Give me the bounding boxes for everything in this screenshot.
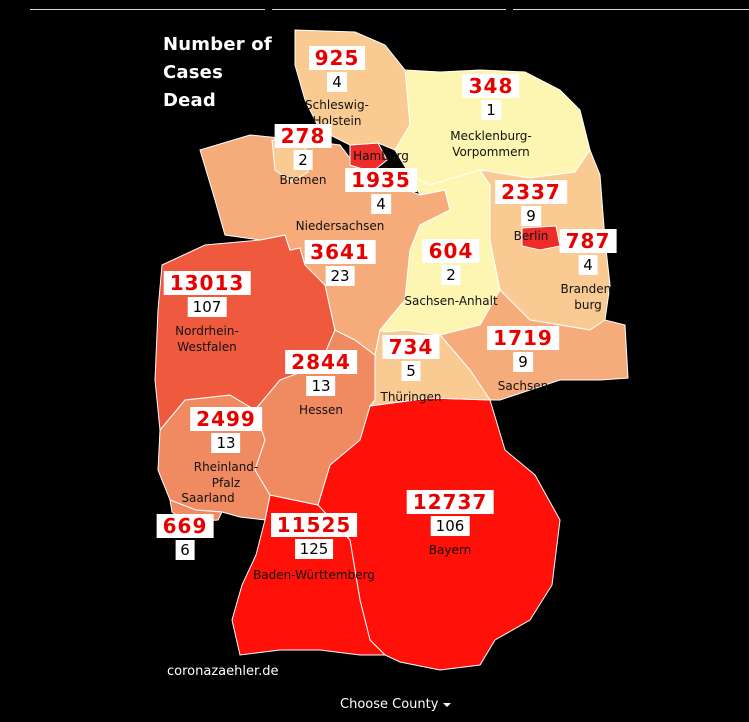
cases-count: 2844 <box>285 350 357 374</box>
state-name: Nordrhein- Westfalen <box>175 324 239 354</box>
state-name: Hessen <box>299 403 343 417</box>
state-values-sl[interactable]: 669 6 <box>156 514 214 560</box>
cases-count: 1719 <box>487 326 559 350</box>
state-area-be[interactable] <box>521 225 561 251</box>
state-area-bw[interactable] <box>231 494 387 656</box>
cases-count: 787 <box>559 229 617 253</box>
state-label-bb[interactable]: 787 4 Branden- burg <box>559 229 617 313</box>
state-label-sn[interactable]: 1719 9 Sachsen <box>487 326 559 394</box>
state-label-st[interactable]: 604 2 Sachsen-Anhalt <box>404 239 498 309</box>
state-label-by[interactable]: 12737 106 Bayern <box>406 490 494 558</box>
death-count: 4 <box>327 72 347 92</box>
choose-county-dropdown[interactable]: Choose County <box>340 697 452 712</box>
state-label-bw[interactable]: 11525 125 Baden-Württemberg <box>253 513 375 583</box>
state-name: Sachsen-Anhalt <box>404 294 498 308</box>
death-count: 13 <box>211 433 241 453</box>
death-count: 9 <box>521 206 541 226</box>
state-name: Sachsen <box>497 379 549 393</box>
state-name: Baden-Württemberg <box>253 568 375 582</box>
cases-count: 3641 <box>304 240 376 264</box>
state-label-he[interactable]: 2844 13 Hessen <box>285 350 357 418</box>
cases-count: 669 <box>156 514 214 538</box>
cases-count: 2499 <box>190 407 262 431</box>
top-divider-left <box>30 9 265 10</box>
death-count: 2 <box>441 265 461 285</box>
cases-count: 604 <box>422 239 480 263</box>
death-count: 9 <box>513 352 533 372</box>
top-divider-right <box>513 9 749 10</box>
state-name: Bremen <box>279 173 327 187</box>
state-label-hh[interactable]: Hamburg 1935 4 <box>345 148 417 214</box>
cases-count: 348 <box>462 74 520 98</box>
cases-count: 925 <box>308 46 366 70</box>
death-count: 107 <box>187 297 227 317</box>
state-name: Mecklenburg- Vorpommern <box>450 129 532 159</box>
cases-count: 13013 <box>163 271 251 295</box>
cases-count: 2337 <box>495 180 567 204</box>
state-label-ni[interactable]: Niedersachsen 3641 23 <box>295 218 385 286</box>
state-name: Rheinland- Pfalz <box>193 460 259 490</box>
state-label-mv[interactable]: 348 1 Mecklenburg- Vorpommern <box>450 74 532 160</box>
state-name: Berlin <box>513 229 549 243</box>
map-legend: Number of Cases Dead <box>163 31 272 115</box>
state-name: Bayern <box>428 543 472 557</box>
legend-cases: Cases <box>163 62 223 83</box>
state-name: Branden- burg <box>560 282 616 312</box>
death-count: 5 <box>401 361 421 381</box>
death-count: 106 <box>430 516 470 536</box>
death-count: 4 <box>578 255 598 275</box>
state-label-hb[interactable]: 278 2 Bremen <box>274 124 332 188</box>
state-label-be[interactable]: 2337 9 Berlin <box>495 180 567 244</box>
caret-down-icon <box>443 702 452 707</box>
state-name: Saarland <box>181 491 235 505</box>
state-label-th[interactable]: 734 5 Thüringen <box>380 335 442 405</box>
death-count: 6 <box>175 540 195 560</box>
state-label-rp[interactable]: 2499 13 Rheinland- Pfalz <box>190 407 262 491</box>
death-count: 2 <box>293 150 313 170</box>
cases-count: 11525 <box>270 513 358 537</box>
cases-count: 1935 <box>345 168 417 192</box>
cases-count: 12737 <box>406 490 494 514</box>
top-divider-middle <box>272 9 506 10</box>
cases-count: 734 <box>382 335 440 359</box>
state-name: Hamburg <box>353 149 409 163</box>
death-count: 125 <box>294 539 334 559</box>
legend-title: Number of <box>163 34 272 55</box>
state-name: Niedersachsen <box>295 219 385 233</box>
death-count: 1 <box>481 100 501 120</box>
state-name: Thüringen <box>380 390 442 404</box>
cases-count: 278 <box>274 124 332 148</box>
death-count: 13 <box>306 376 336 396</box>
state-label-sh[interactable]: 925 4 Schleswig- Holstein <box>305 46 369 129</box>
source-credit: coronazaehler.de <box>167 664 279 679</box>
legend-dead: Dead <box>163 90 216 111</box>
death-count: 4 <box>371 194 391 214</box>
death-count: 23 <box>325 266 355 286</box>
state-label-nw[interactable]: 13013 107 Nordrhein- Westfalen <box>163 271 251 355</box>
choose-county-label: Choose County <box>340 697 439 712</box>
state-label-sl[interactable]: Saarland <box>181 490 234 514</box>
